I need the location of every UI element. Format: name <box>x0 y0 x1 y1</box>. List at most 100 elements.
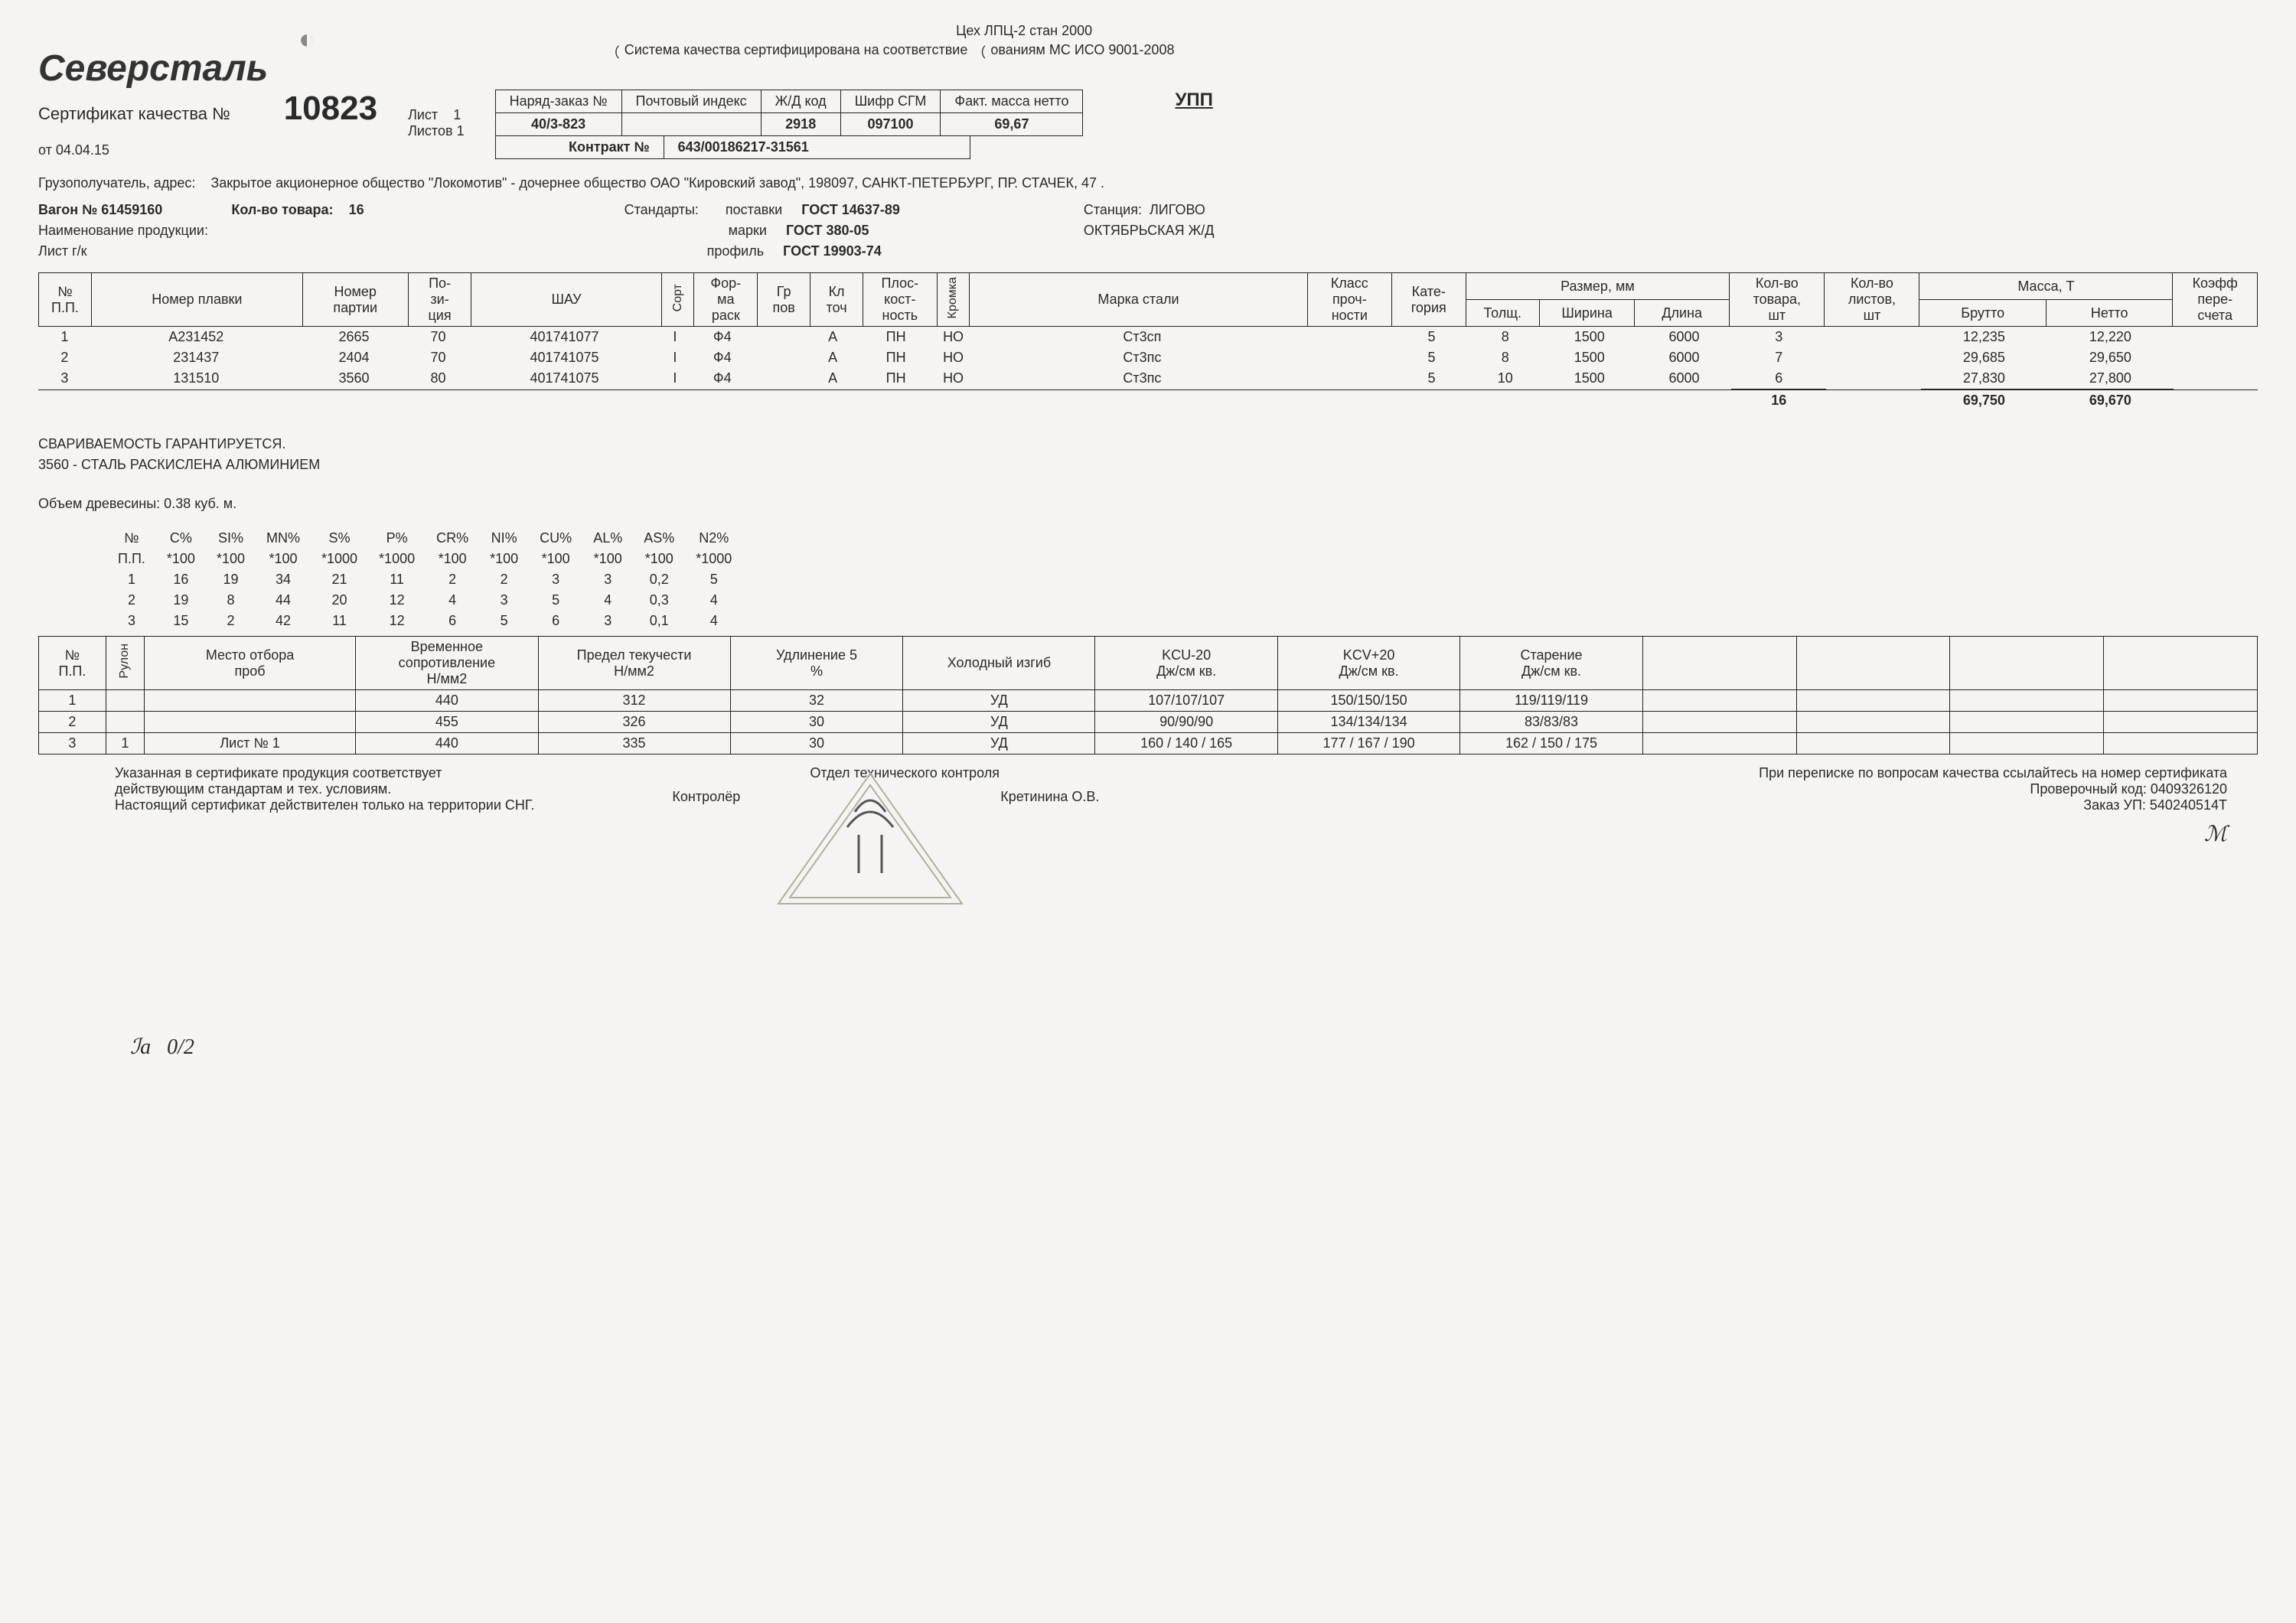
table-row: 2231437240470401741075IФ4АПННОСт3пс58150… <box>38 347 2258 368</box>
order-no: 540240514Т <box>2150 797 2227 813</box>
std-profile: ГОСТ 19903-74 <box>783 241 882 262</box>
station-label: Станция: <box>1084 202 1142 217</box>
product-label: Наименование продукции: <box>38 223 208 238</box>
railway: ОКТЯБРЬСКАЯ Ж/Д <box>1084 220 1215 241</box>
stamp-icon <box>771 766 970 911</box>
mech-yield: Предел текучестиН/мм2 <box>538 637 730 690</box>
wagon-label: Вагон № <box>38 202 97 217</box>
controller-name: Кретинина О.В. <box>1000 789 1099 805</box>
order-label: Заказ УП: <box>2083 797 2146 813</box>
mech-table: №П.П. Рулон Место отборапроб Временноесо… <box>38 636 2258 754</box>
col-heat: Номер плавки <box>91 273 302 327</box>
col-form: Фор-мараск <box>694 273 758 327</box>
mech-sample: Место отборапроб <box>145 637 356 690</box>
mech-roll: Рулон <box>118 644 132 679</box>
note-wood: Объем древесины: 0.38 куб. м. <box>38 494 2258 514</box>
chem-row: 315242111265630,14 <box>107 611 742 631</box>
handwriting: ℐa 0/2 <box>130 1034 2258 1060</box>
col-flat: Плос-кост-ность <box>863 273 938 327</box>
kv-value: 40/3-823 <box>495 113 621 136</box>
iso-b: ованиям МС ИСО 9001-2008 <box>990 42 1174 62</box>
date-label: от <box>38 142 52 158</box>
std-supply: ГОСТ 14637-89 <box>801 200 900 220</box>
col-sort: Сорт <box>671 284 685 311</box>
col-size: Размер, мм <box>1466 273 1730 300</box>
verify-label: Проверочный код: <box>2030 781 2146 797</box>
col-class: Клточ <box>810 273 863 327</box>
verify-code: 0409326120 <box>2151 781 2227 797</box>
col-shau: ШАУ <box>471 273 661 327</box>
col-strength: Класспроч-ности <box>1307 273 1391 327</box>
main-table: №П.П. Номер плавки Номерпартии По-зи-ция… <box>38 272 2258 327</box>
product: Лист г/к <box>38 243 87 259</box>
col-qty-sheets: Кол-волистов,шт <box>1825 273 1919 327</box>
note-weld: СВАРИВАЕМОСТЬ ГАРАНТИРУЕТСЯ. <box>38 434 2258 455</box>
consignee-label: Грузополучатель, адрес: <box>38 175 195 191</box>
kv-value: 69,67 <box>941 113 1083 136</box>
header-kv-table: Наряд-заказ №Почтовый индексЖ/Д кодШифр … <box>495 90 1084 136</box>
note-alum: 3560 - СТАЛЬ РАСКИСЛЕНА АЛЮМИНИЕМ <box>38 455 2258 475</box>
kv-value: 097100 <box>840 113 941 136</box>
sheets-label: Листов <box>408 123 452 139</box>
kv-header: Шифр СГМ <box>840 90 941 113</box>
conformity-2: действующим стандартам и тех. условиям. <box>115 781 534 797</box>
company-name: Северсталь <box>38 47 315 90</box>
contract-no: 643/00186217-31561 <box>664 136 970 159</box>
standards-label: Стандарты: <box>625 200 699 220</box>
contract-label: Контракт № <box>495 136 664 159</box>
col-edge: Кромка <box>946 277 960 318</box>
mech-kcv: KCV+20Дж/см кв. <box>1277 637 1459 690</box>
std-profile-label: профиль <box>707 241 765 262</box>
totals-row: 1669,75069,670 <box>38 389 2258 411</box>
mech-row: 245532630УД90/90/90134/134/13483/83/83 <box>39 712 2258 733</box>
col-thick: Толщ. <box>1466 300 1540 327</box>
mech-aging: СтарениеДж/см кв. <box>1460 637 1642 690</box>
sheet-label: Лист <box>408 107 438 122</box>
kv-header: Почтовый индекс <box>621 90 761 113</box>
col-group: Грпов <box>758 273 810 327</box>
col-gross: Брутто <box>1919 300 2046 327</box>
cert-date: 04.04.15 <box>56 142 109 158</box>
mech-row: 144031232УД107/107/107150/150/150119/119… <box>39 690 2258 712</box>
chem-table: №C%SI%MN%S%P%CR%NI%CU%AL%AS%N2%П.П.*100*… <box>107 528 742 631</box>
chem-row: 1161934211122330,25 <box>107 569 742 590</box>
mech-row: 31Лист № 144033530УД160 / 140 / 165177 /… <box>39 733 2258 754</box>
mech-cold: Холодный изгиб <box>903 637 1095 690</box>
sheets-no: 1 <box>457 123 465 139</box>
wagon-no: 61459160 <box>101 202 162 217</box>
qty: 16 <box>349 202 364 217</box>
upp-label: УПП <box>1175 90 1212 111</box>
col-batch: Номерпартии <box>302 273 408 327</box>
qty-label: Кол-во товара: <box>231 202 333 217</box>
col-coef: Коэффпере-счета <box>2173 273 2258 327</box>
sheet-no: 1 <box>453 107 461 122</box>
cert-label: Сертификат качества № <box>38 104 230 124</box>
kv-value <box>621 113 761 136</box>
col-pp: №П.П. <box>39 273 92 327</box>
cert-number: 10823 <box>284 90 377 128</box>
main-table-body: 1А231452266570401741077IФ4АПННОСт3сп5815… <box>38 327 2258 411</box>
col-mass: Масса, Т <box>1919 273 2173 300</box>
consignee: Закрытое акционерное общество "Локомотив… <box>210 175 1104 191</box>
table-row: 3131510356080401741075IФ4АПННОСт3пс51015… <box>38 368 2258 389</box>
contact-note: При переписке по вопросам качества ссыла… <box>1759 765 2227 781</box>
col-cat: Кате-гория <box>1391 273 1466 327</box>
mech-pp: №П.П. <box>39 637 106 690</box>
std-grade-label: марки <box>729 220 767 241</box>
contract-table: Контракт №643/00186217-31561 <box>495 135 970 159</box>
col-width: Ширина <box>1540 300 1635 327</box>
kv-value: 2918 <box>761 113 840 136</box>
mech-elong: Удлинение 5% <box>730 637 903 690</box>
kv-header: Факт. масса нетто <box>941 90 1083 113</box>
col-grade: Марка стали <box>970 273 1307 327</box>
col-pos: По-зи-ция <box>408 273 471 327</box>
iso-a: Система качества сертифицирована на соот… <box>625 42 968 62</box>
chem-row: 219844201243540,34 <box>107 590 742 611</box>
dept-line: Цех ЛПЦ-2 стан 2000 <box>874 23 1175 39</box>
signature-icon: ℳ <box>1759 821 2227 847</box>
table-row: 1А231452266570401741077IФ4АПННОСт3сп5815… <box>38 327 2258 347</box>
station: ЛИГОВО <box>1150 202 1205 217</box>
mech-tensile: ВременноесопротивлениеН/мм2 <box>356 637 538 690</box>
kv-header: Наряд-заказ № <box>495 90 621 113</box>
col-length: Длина <box>1635 300 1730 327</box>
